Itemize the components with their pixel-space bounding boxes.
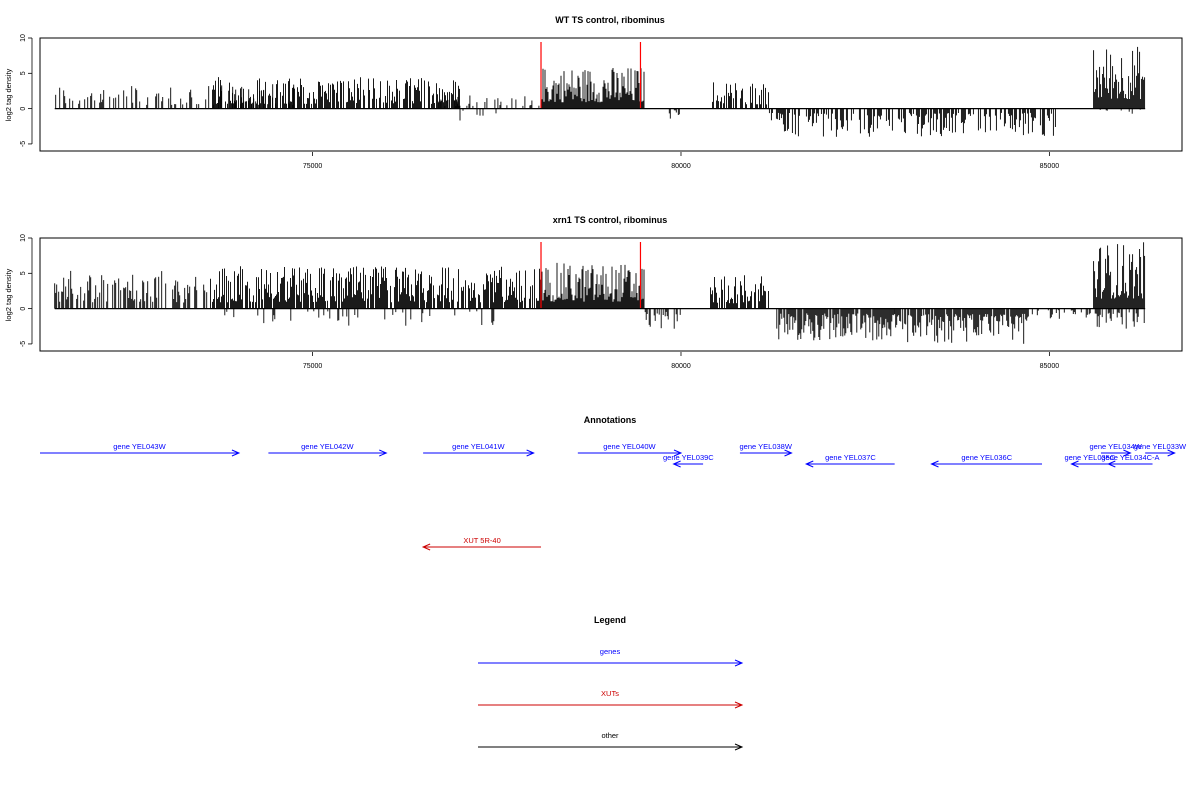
gene-arrow: gene YEL037C [804,453,895,468]
gene-arrows: gene YEL043W gene YEL042W gene YEL041W gene… [40,442,1187,468]
legend-title: Legend [594,615,626,625]
gene-arrow-label: gene YEL035C [1065,453,1116,462]
xrn1-track-title: xrn1 TS control, ribominus [553,215,668,225]
y-tick-label: -5 [20,141,27,147]
xrn1-track-y-axis: -5 0 5 10 [20,234,33,347]
legend-items: genes XUTs other [478,647,744,751]
gene-arrow-head [231,449,241,457]
gene-arrow-label: gene YEL037C [825,453,876,462]
y-tick-label: 5 [20,71,27,75]
gene-arrow: gene YEL034W [1089,442,1143,457]
gene-arrow-label: gene YEL042W [301,442,354,451]
legend-arrowhead [734,659,744,667]
xrn1-track-ylabel: log2 tag density [4,268,13,321]
gene-arrow: gene YEL039C [663,453,714,468]
x-tick-label: 85000 [1040,163,1060,170]
xrn1-track-panel: xrn1 TS control, ribominus log2 tag dens… [4,215,1183,370]
gene-arrow: gene YEL036C [930,453,1043,468]
y-tick-label: 5 [20,271,27,275]
wt-track-frame [39,37,1183,152]
gene-arrow-label: gene YEL041W [452,442,505,451]
wt-track-x-axis: 75000 80000 85000 [303,152,1059,170]
x-tick-label: 85000 [1040,363,1060,370]
gene-arrow-head [526,449,535,457]
gene-arrow-head [673,449,683,457]
gene-arrow-label: gene YEL043W [113,442,166,451]
gene-arrow-head [930,460,939,468]
xut-arrow-label: XUT 5R-40 [463,536,500,545]
gene-arrow: gene YEL038W [740,442,793,457]
gene-arrow-head [1123,449,1132,457]
wt-track-panel: WT TS control, ribominus log2 tag densit… [4,15,1183,170]
y-tick-label: 10 [20,34,27,42]
x-tick-label: 80000 [671,163,691,170]
gene-arrow-label: gene YEL038W [740,442,793,451]
gene-arrow: gene YEL040W [577,442,683,457]
gene-arrow-label: gene YEL039C [663,453,714,462]
xut-arrow: XUT 5R-40 [421,536,542,551]
gene-arrow-head [784,449,793,457]
annotations-title: Annotations [584,415,637,425]
gene-arrow-label: gene YEL033W [1134,442,1187,451]
legend-item: other [478,731,744,751]
gene-arrow: gene YEL033W [1134,442,1187,457]
x-tick-label: 75000 [303,163,323,170]
legend-label: genes [600,647,621,656]
xrn1-track-frame [39,237,1183,352]
annotations-panel: Annotations gene YEL043W gene YEL042W gene… [40,415,1187,551]
legend-panel: Legend genes XUTs other [478,615,744,751]
gene-arrow-head [379,449,388,457]
y-tick-label: 10 [20,234,27,242]
xrn1-track-highlight-lines [540,242,642,309]
gene-arrow: gene YEL041W [423,442,535,457]
xut-arrows: XUT 5R-40 [421,536,542,551]
gene-arrow-head [1167,449,1176,457]
legend-label: other [601,731,619,740]
wt-track-y-axis: -5 0 5 10 [20,34,33,147]
gene-arrow-head [1107,460,1116,468]
gene-arrow: gene YEL035C [1065,453,1116,468]
legend-arrowhead [734,743,744,751]
gene-arrow-label: gene YEL034C-A [1101,453,1159,462]
xrn1-track-x-axis: 75000 80000 85000 [303,352,1059,370]
gene-arrow-label: gene YEL034W [1089,442,1142,451]
wt-track-ylabel: log2 tag density [4,68,13,121]
y-tick-label: -5 [20,341,27,347]
wt-track-highlight-lines [540,42,642,109]
xrn1-track-bars [54,242,1146,344]
gene-arrow: gene YEL042W [268,442,388,457]
gene-arrow-head [804,460,814,468]
gene-arrow-head [1070,460,1079,468]
legend-label: XUTs [601,689,619,698]
y-tick-label: 0 [20,107,27,111]
legend-arrowhead [734,701,744,709]
legend-item: XUTs [478,689,744,709]
gene-arrow-label: gene YEL036C [961,453,1012,462]
gene-arrow-head [672,460,681,468]
legend-item: genes [478,647,744,667]
gene-arrow-label: gene YEL040W [603,442,656,451]
x-tick-label: 75000 [303,363,323,370]
gene-arrow: gene YEL034C-A [1101,453,1160,468]
xut-arrow-head [421,543,431,551]
wt-track-bars [55,46,1146,137]
y-tick-label: 0 [20,307,27,311]
gene-arrow: gene YEL043W [40,442,241,457]
x-tick-label: 80000 [671,363,691,370]
wt-track-title: WT TS control, ribominus [555,15,665,25]
